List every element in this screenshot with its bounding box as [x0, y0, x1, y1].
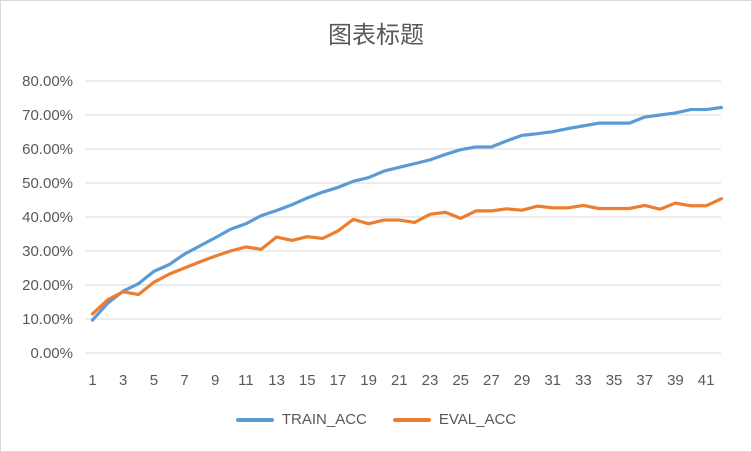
- x-tick-label: 25: [452, 372, 469, 389]
- y-tick-label: 60.00%: [22, 141, 73, 158]
- series-lines: [90, 105, 724, 322]
- x-tick-label: 31: [544, 372, 561, 389]
- x-tick-label: 9: [211, 372, 219, 389]
- legend: TRAIN_ACC EVAL_ACC: [1, 411, 751, 428]
- x-tick-label: 15: [299, 372, 316, 389]
- x-tick-label: 21: [391, 372, 408, 389]
- x-tick-label: 5: [150, 372, 158, 389]
- x-tick-label: 7: [180, 372, 188, 389]
- legend-item-train: TRAIN_ACC: [235, 411, 367, 428]
- x-tick-label: 17: [330, 372, 347, 389]
- y-tick-label: 0.00%: [30, 345, 73, 362]
- x-tick-label: 27: [483, 372, 500, 389]
- legend-label-eval: EVAL_ACC: [438, 411, 517, 428]
- series-line-eval-acc: [90, 197, 724, 316]
- line-chart: 0.00% 10.00% 20.00% 30.00% 40.00% 50.00% 60.00…: [22, 73, 724, 389]
- y-tick-label: 30.00%: [22, 243, 73, 260]
- series-line-train-acc: [90, 105, 724, 322]
- x-tick-label: 23: [422, 372, 439, 389]
- y-tick-label: 70.00%: [22, 107, 73, 124]
- y-tick-label: 50.00%: [22, 175, 73, 192]
- x-tick-label: 37: [636, 372, 653, 389]
- chart-title: 图表标题: [328, 21, 424, 49]
- x-tick-label: 35: [606, 372, 623, 389]
- y-tick-label: 80.00%: [22, 73, 73, 90]
- x-tick-label: 13: [268, 372, 285, 389]
- x-tick-label: 41: [698, 372, 715, 389]
- legend-swatch-eval: [392, 417, 431, 422]
- x-tick-label: 11: [238, 372, 254, 389]
- x-tick-label: 33: [575, 372, 592, 389]
- x-axis-ticks: 1 3 5 7 9 11 13 15 17 19 21 23 25 27 29 31 33 35 37 39 41: [88, 372, 714, 389]
- legend-swatch-train: [235, 417, 274, 422]
- legend-label-train: TRAIN_ACC: [281, 411, 367, 428]
- y-tick-label: 40.00%: [22, 209, 73, 226]
- y-axis-ticks: 0.00% 10.00% 20.00% 30.00% 40.00% 50.00% 60.00…: [22, 73, 73, 362]
- y-tick-label: 10.00%: [22, 311, 73, 328]
- x-tick-label: 19: [360, 372, 377, 389]
- legend-item-eval: EVAL_ACC: [392, 411, 517, 428]
- x-tick-label: 39: [667, 372, 684, 389]
- x-tick-label: 29: [514, 372, 531, 389]
- x-tick-label: 3: [119, 372, 127, 389]
- y-tick-label: 20.00%: [22, 277, 73, 294]
- x-tick-label: 1: [88, 372, 96, 389]
